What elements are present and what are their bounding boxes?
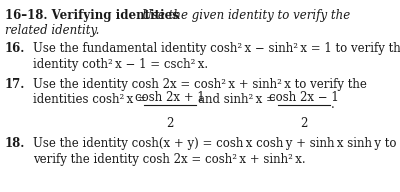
Text: cosh 2x − 1: cosh 2x − 1 (269, 91, 339, 104)
Text: Use the identity cosh(x + y) = cosh x cosh y + sinh x sinh y to: Use the identity cosh(x + y) = cosh x co… (33, 137, 396, 150)
Text: 17.: 17. (5, 78, 25, 91)
Text: Use the fundamental identity cosh² x − sinh² x = 1 to verify the: Use the fundamental identity cosh² x − s… (33, 42, 400, 55)
Text: Use the given identity to verify the: Use the given identity to verify the (142, 9, 350, 22)
Text: .: . (331, 98, 335, 111)
Text: 18.: 18. (5, 137, 25, 150)
Text: 16.: 16. (5, 42, 25, 55)
Text: related identity.: related identity. (5, 24, 99, 37)
Text: identities cosh² x =: identities cosh² x = (33, 93, 147, 106)
Text: 16–18. Verifying identities: 16–18. Verifying identities (5, 9, 179, 22)
Text: and sinh² x =: and sinh² x = (198, 93, 276, 106)
Text: identity coth² x − 1 = csch² x.: identity coth² x − 1 = csch² x. (33, 58, 208, 71)
Text: 2: 2 (300, 117, 308, 130)
Text: Use the identity cosh 2x = cosh² x + sinh² x to verify the: Use the identity cosh 2x = cosh² x + sin… (33, 78, 367, 91)
Text: cosh 2x + 1: cosh 2x + 1 (135, 91, 205, 104)
Text: 2: 2 (166, 117, 174, 130)
Text: verify the identity cosh 2x = cosh² x + sinh² x.: verify the identity cosh 2x = cosh² x + … (33, 153, 306, 166)
